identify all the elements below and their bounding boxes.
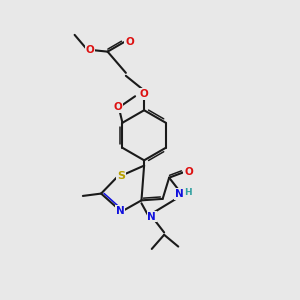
Text: N: N (175, 189, 184, 199)
Text: O: O (184, 167, 193, 177)
Text: O: O (85, 45, 94, 55)
Text: O: O (114, 103, 122, 112)
Text: O: O (140, 89, 148, 99)
Text: O: O (125, 37, 134, 47)
Text: H: H (184, 188, 192, 197)
Text: N: N (147, 212, 156, 221)
Text: N: N (116, 206, 124, 216)
Text: S: S (117, 171, 125, 181)
